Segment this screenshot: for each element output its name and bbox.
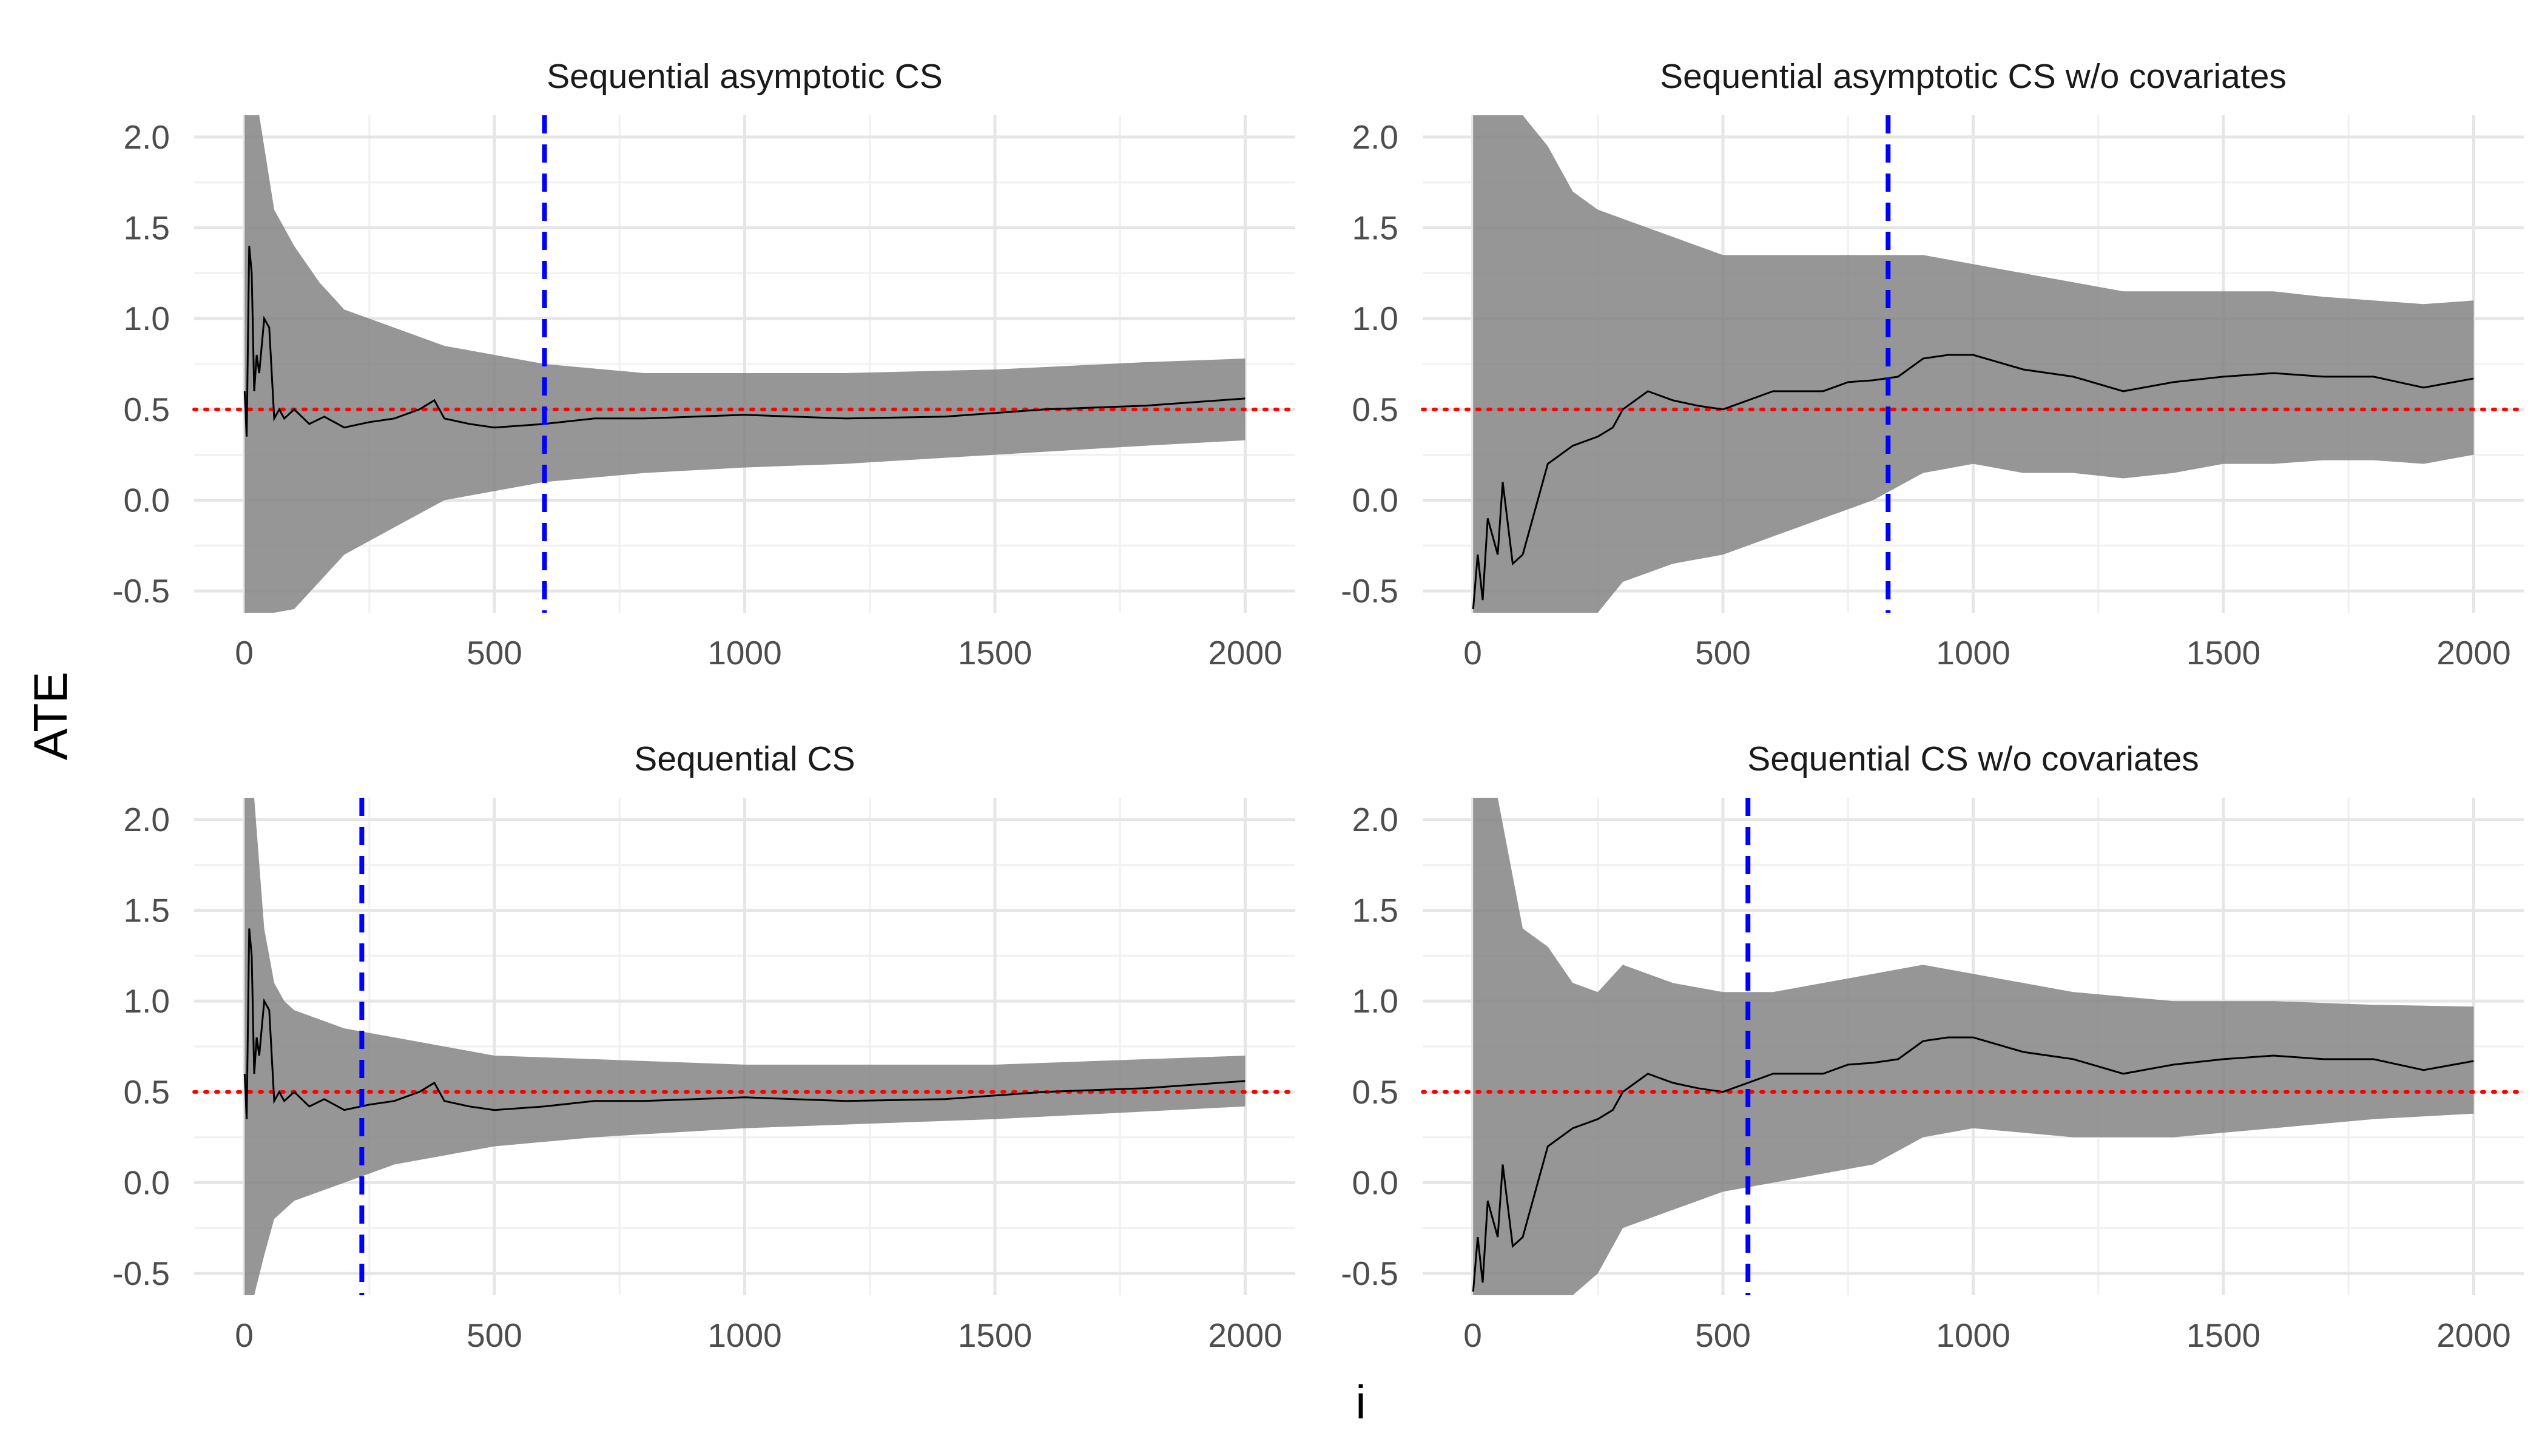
- y-tick-label: -0.5: [112, 1255, 170, 1292]
- x-tick-label: 500: [467, 1316, 522, 1354]
- x-tick-label: 1000: [1936, 1316, 2010, 1354]
- x-tick-label: 0: [1463, 1316, 1482, 1354]
- x-tick-label: 1500: [958, 634, 1032, 672]
- panel-title: Sequential CS w/o covariates: [1747, 740, 2199, 778]
- estimate-line: [243, 246, 1245, 437]
- y-tick-label: 1.0: [1352, 982, 1398, 1020]
- x-tick-label: 0: [235, 634, 254, 672]
- chart-panels: 0 500 1000 1500 2000 -0.5 0.0 0.5 1.0 1.5 2.0 Seque…: [112, 57, 2526, 1354]
- estimate-line: [1472, 1036, 2474, 1292]
- x-tick-label: 0: [235, 1316, 254, 1354]
- x-tick-label: 500: [1695, 634, 1751, 672]
- panel-title: Sequential CS: [634, 740, 855, 778]
- y-tick-label: 1.5: [124, 209, 170, 247]
- y-tick-label: -0.5: [1341, 572, 1398, 610]
- y-tick-label: 1.5: [1352, 209, 1398, 247]
- y-tick-label: 1.5: [124, 892, 170, 929]
- confidence-band: [1473, 115, 2474, 613]
- y-tick-label: 2.0: [124, 801, 170, 838]
- y-tick-label: 0.5: [1352, 1073, 1398, 1111]
- chart-panel-2: 0 500 1000 1500 2000 -0.5 0.0 0.5 1.0 1.5 2.0 Seque…: [1341, 57, 2526, 672]
- y-tick-label: 0.5: [1352, 391, 1398, 428]
- x-tick-label: 2000: [1208, 1316, 1282, 1354]
- x-tick-label: 1000: [707, 1316, 781, 1354]
- chart-panel-4: 0 500 1000 1500 2000 -0.5 0.0 0.5 1.0 1.5 2.0 Seque…: [1341, 740, 2526, 1354]
- y-tick-label: 2.0: [1352, 118, 1398, 156]
- confidence-band: [1473, 798, 2474, 1295]
- x-tick-label: 2000: [2436, 634, 2510, 672]
- x-tick-label: 1000: [1936, 634, 2010, 672]
- y-tick-label: 1.5: [1352, 892, 1398, 929]
- y-tick-label: -0.5: [112, 572, 170, 610]
- y-tick-label: 0.5: [124, 391, 170, 428]
- y-tick-label: 1.0: [124, 300, 170, 337]
- x-tick-label: 500: [1695, 1316, 1751, 1354]
- panel-title: Sequential asymptotic CS: [547, 57, 943, 96]
- y-tick-label: 0.0: [1352, 1164, 1398, 1201]
- y-tick-label: 0.0: [1352, 481, 1398, 519]
- estimate-line: [1472, 354, 2474, 610]
- x-tick-label: 2000: [1208, 634, 1282, 672]
- y-tick-label: 0.5: [124, 1073, 170, 1111]
- x-tick-label: 1500: [2186, 634, 2260, 672]
- estimate-line: [243, 928, 1245, 1119]
- y-tick-label: 2.0: [124, 118, 170, 156]
- x-tick-label: 0: [1463, 634, 1482, 672]
- y-tick-label: 1.0: [124, 982, 170, 1020]
- x-tick-label: 1500: [958, 1316, 1032, 1354]
- x-axis-title: i: [1355, 1375, 1366, 1429]
- chart-panel-1: 0 500 1000 1500 2000 -0.5 0.0 0.5 1.0 1.5 2.0 Seque…: [112, 57, 1297, 672]
- x-tick-label: 500: [467, 634, 522, 672]
- x-tick-label: 1500: [2186, 1316, 2260, 1354]
- y-tick-label: -0.5: [1341, 1255, 1398, 1292]
- y-tick-label: 2.0: [1352, 801, 1398, 838]
- y-axis-title: ATE: [24, 672, 77, 760]
- confidence-band: [244, 115, 1245, 613]
- x-tick-label: 2000: [2436, 1316, 2510, 1354]
- y-tick-label: 0.0: [124, 1164, 170, 1201]
- y-tick-label: 1.0: [1352, 300, 1398, 337]
- x-tick-label: 1000: [707, 634, 781, 672]
- panel-title: Sequential asymptotic CS w/o covariates: [1660, 57, 2287, 96]
- y-tick-label: 0.0: [124, 481, 170, 519]
- chart-panel-3: 0 500 1000 1500 2000 -0.5 0.0 0.5 1.0 1.5 2.0 Seque…: [112, 740, 1297, 1354]
